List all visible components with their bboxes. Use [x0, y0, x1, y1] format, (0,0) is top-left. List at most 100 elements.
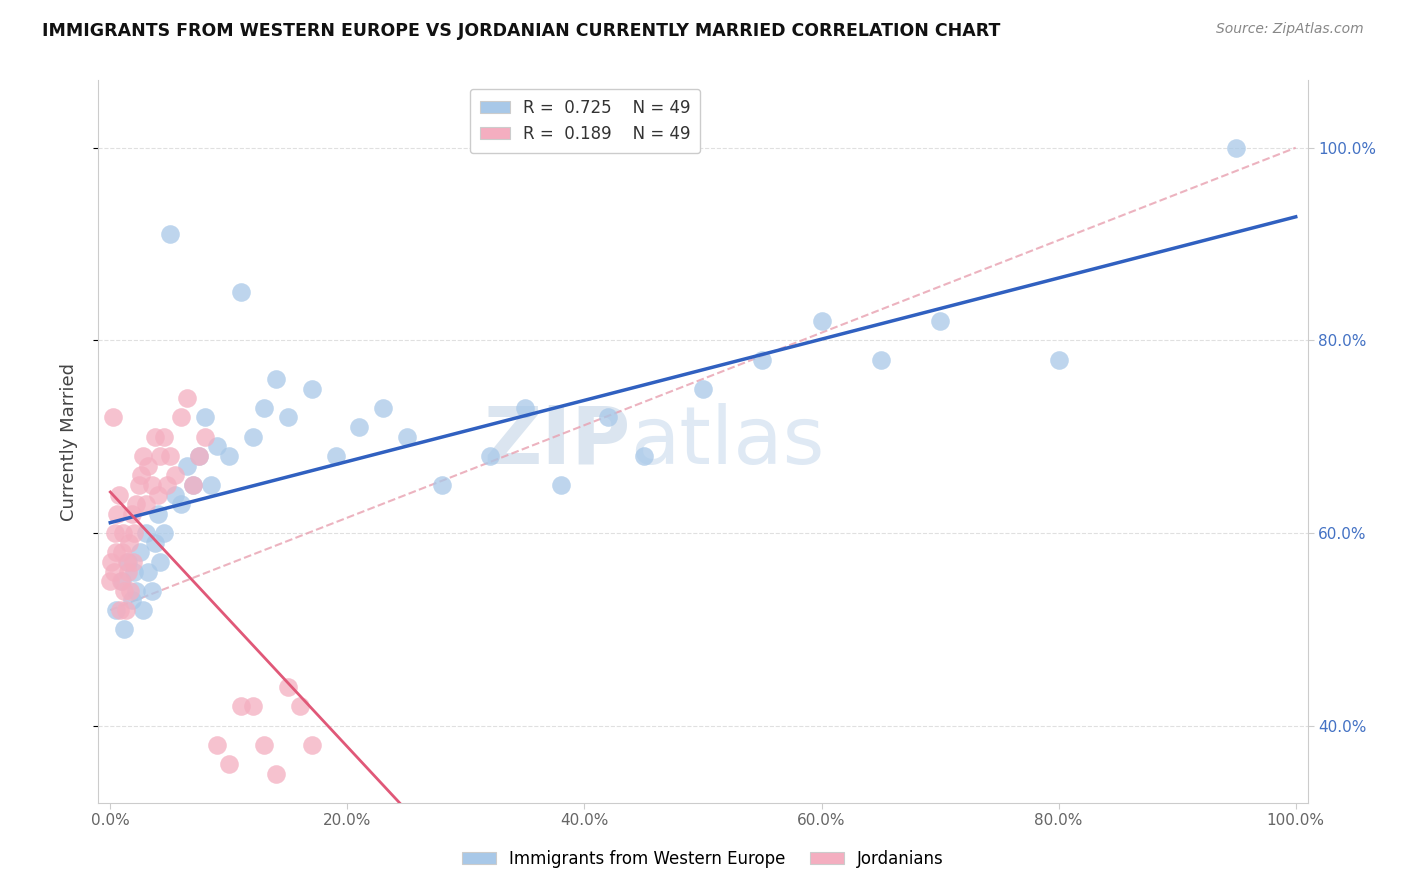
Point — [108, 603, 131, 617]
Point — [869, 352, 891, 367]
Point — [205, 738, 228, 752]
Point — [432, 478, 454, 492]
Point — [132, 449, 155, 463]
Point — [692, 382, 714, 396]
Point — [170, 410, 193, 425]
Point — [117, 555, 139, 569]
Point — [751, 352, 773, 367]
Point — [111, 545, 134, 559]
Point — [170, 497, 193, 511]
Point — [218, 449, 240, 463]
Legend: R =  0.725    N = 49, R =  0.189    N = 49: R = 0.725 N = 49, R = 0.189 N = 49 — [470, 88, 700, 153]
Point — [125, 583, 148, 598]
Point — [550, 478, 572, 492]
Point — [105, 603, 128, 617]
Point — [129, 545, 152, 559]
Point — [159, 449, 181, 463]
Point — [114, 583, 136, 598]
Point — [200, 478, 222, 492]
Point — [101, 410, 124, 425]
Point — [135, 526, 157, 541]
Point — [229, 699, 252, 714]
Point — [205, 439, 228, 453]
Y-axis label: Currently Married: Currently Married — [59, 362, 77, 521]
Point — [929, 314, 952, 328]
Point — [117, 565, 139, 579]
Point — [242, 699, 264, 714]
Point — [110, 574, 132, 589]
Point — [118, 535, 141, 549]
Point — [143, 430, 166, 444]
Point — [128, 478, 150, 492]
Text: atlas: atlas — [630, 402, 825, 481]
Point — [121, 555, 143, 569]
Point — [633, 449, 655, 463]
Point — [1047, 352, 1070, 367]
Point — [100, 555, 122, 569]
Point — [598, 410, 620, 425]
Point — [229, 285, 252, 300]
Point — [194, 410, 217, 425]
Point — [152, 526, 174, 541]
Point — [301, 382, 323, 396]
Point — [114, 623, 136, 637]
Point — [176, 391, 198, 405]
Point — [98, 574, 121, 589]
Text: Source: ZipAtlas.com: Source: ZipAtlas.com — [1216, 22, 1364, 37]
Point — [121, 593, 143, 607]
Point — [136, 565, 159, 579]
Point — [371, 401, 394, 415]
Point — [301, 738, 323, 752]
Point — [104, 526, 127, 541]
Point — [105, 507, 128, 521]
Point — [152, 430, 174, 444]
Point — [111, 574, 134, 589]
Point — [136, 458, 159, 473]
Point — [105, 545, 128, 559]
Point — [132, 603, 155, 617]
Point — [165, 487, 187, 501]
Point — [253, 401, 276, 415]
Point — [515, 401, 537, 415]
Point — [242, 430, 264, 444]
Text: ZIP: ZIP — [484, 402, 630, 481]
Point — [146, 507, 169, 521]
Point — [188, 449, 211, 463]
Point — [135, 497, 157, 511]
Point — [115, 555, 138, 569]
Point — [288, 699, 311, 714]
Point — [156, 478, 179, 492]
Point — [264, 372, 287, 386]
Point — [159, 227, 181, 242]
Point — [277, 410, 299, 425]
Point — [141, 478, 163, 492]
Point — [125, 497, 148, 511]
Point — [325, 449, 347, 463]
Point — [194, 430, 217, 444]
Point — [347, 420, 370, 434]
Point — [122, 565, 145, 579]
Point — [121, 507, 143, 521]
Point — [112, 526, 135, 541]
Point — [143, 535, 166, 549]
Point — [122, 526, 145, 541]
Point — [103, 565, 125, 579]
Point — [120, 583, 142, 598]
Point — [478, 449, 501, 463]
Point — [181, 478, 204, 492]
Point — [264, 767, 287, 781]
Legend: Immigrants from Western Europe, Jordanians: Immigrants from Western Europe, Jordania… — [456, 844, 950, 875]
Point — [141, 583, 163, 598]
Point — [277, 680, 299, 694]
Point — [165, 468, 187, 483]
Point — [149, 555, 172, 569]
Point — [146, 487, 169, 501]
Point — [181, 478, 204, 492]
Point — [253, 738, 276, 752]
Point — [129, 468, 152, 483]
Point — [149, 449, 172, 463]
Point — [218, 757, 240, 772]
Point — [810, 314, 832, 328]
Point — [176, 458, 198, 473]
Point — [114, 603, 136, 617]
